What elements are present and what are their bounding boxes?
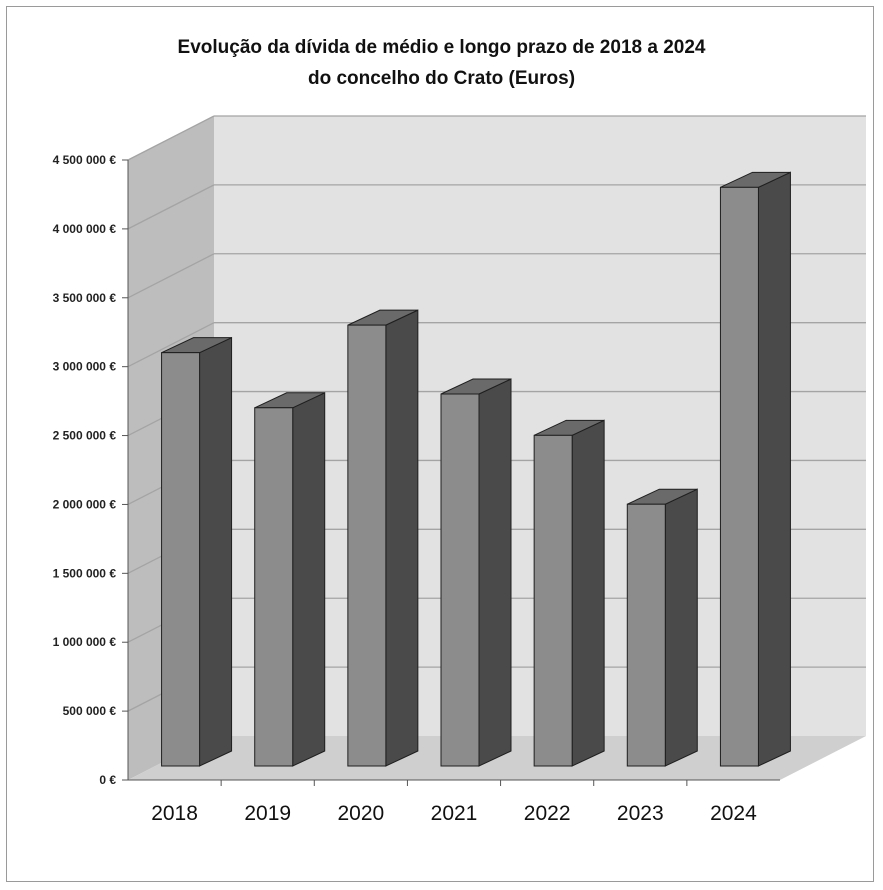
y-tick-label: 500 000 €	[63, 704, 117, 718]
bar-front	[440, 393, 480, 767]
x-tick-label: 2020	[337, 802, 384, 825]
bar-front	[719, 186, 759, 767]
bar-front	[626, 503, 666, 767]
y-axis: 0 € 500 000 € 1 000 000 € 1 500 000 € 2 000 …	[53, 153, 129, 787]
bar-side	[385, 309, 419, 767]
y-tick-label: 4 500 000 €	[53, 153, 117, 167]
bar-2022	[533, 419, 605, 767]
y-tick-label: 2 500 000 €	[53, 429, 117, 443]
bar-2023	[626, 488, 698, 767]
x-tick-label: 2023	[617, 802, 664, 825]
x-tick-label: 2021	[431, 802, 478, 825]
bar-2021	[440, 378, 512, 767]
y-tick-label: 3 500 000 €	[53, 291, 117, 305]
bar-front	[347, 324, 387, 767]
x-axis: 2018 2019 2020 2021 2022 2023 2024	[128, 779, 780, 825]
bar-side	[757, 171, 791, 767]
bar-2018	[161, 336, 233, 767]
y-tick-label: 2 000 000 €	[53, 497, 117, 511]
bar-2020	[347, 309, 419, 767]
x-tick-label: 2022	[524, 802, 571, 825]
bar-2019	[254, 391, 326, 767]
bar-front	[254, 407, 294, 767]
bar-front	[533, 434, 573, 767]
grid-line-side	[127, 115, 215, 161]
chart-title-line-2: do concelho do Crato (Euros)	[307, 68, 576, 89]
bar-side	[292, 391, 326, 767]
bar-front	[161, 352, 201, 767]
y-tick-label: 1 500 000 €	[53, 566, 117, 580]
y-tick-label: 3 000 000 €	[53, 360, 117, 374]
bar-side	[571, 419, 605, 767]
bar-side	[199, 336, 233, 767]
y-tick-label: 0 €	[99, 773, 116, 787]
bar-2024	[719, 171, 791, 767]
grid-line-side	[127, 322, 215, 368]
bar-side	[664, 488, 698, 767]
x-tick-label: 2018	[151, 802, 198, 825]
chart-title: Evolução da dívida de médio e longo praz…	[0, 32, 883, 94]
bars	[161, 171, 791, 767]
x-tick-label: 2019	[244, 802, 291, 825]
grid-line-side	[127, 184, 215, 230]
grid-line-side	[127, 253, 215, 299]
y-tick-label: 4 000 000 €	[53, 222, 117, 236]
y-tick-label: 1 000 000 €	[53, 635, 117, 649]
bar-side	[478, 378, 512, 767]
chart-title-line-1: Evolução da dívida de médio e longo praz…	[177, 37, 706, 58]
x-tick-label: 2024	[710, 802, 757, 825]
